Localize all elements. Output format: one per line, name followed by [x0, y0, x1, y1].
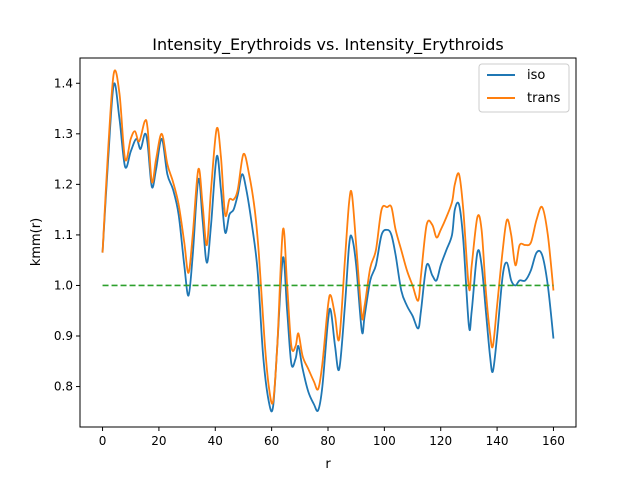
y-tick-label: 1.4	[54, 76, 73, 90]
legend-label-trans: trans	[527, 91, 561, 106]
x-tick-label: 120	[429, 434, 452, 448]
series-line-iso	[101, 82, 555, 413]
x-tick-label: 40	[208, 434, 223, 448]
x-tick-label: 0	[99, 434, 107, 448]
x-tick-label: 140	[486, 434, 509, 448]
legend: iso trans	[478, 63, 570, 113]
y-tick-label: 0.9	[54, 329, 73, 343]
y-axis-label: kmm(r)	[29, 218, 44, 266]
y-tick-label: 1.0	[54, 278, 73, 292]
y-tick-label: 0.8	[54, 380, 73, 394]
y-tick-label: 1.2	[54, 177, 73, 191]
x-tick-label: 160	[542, 434, 565, 448]
x-tick-label: 80	[320, 434, 335, 448]
x-tick-label: 20	[151, 434, 166, 448]
y-tick-label: 1.3	[54, 127, 73, 141]
legend-label-iso: iso	[527, 68, 545, 83]
x-axis-ticks: 0 20 40 60 80 100 120 140 160	[99, 427, 565, 448]
plot-lines	[101, 69, 555, 413]
axes-frame	[79, 57, 577, 428]
y-axis-ticks: 0.8 0.9 1.0 1.1 1.2 1.3 1.4	[54, 76, 80, 394]
x-axis-label: r	[325, 457, 331, 472]
chart-title: Intensity_Erythroids vs. Intensity_Eryth…	[152, 35, 503, 55]
y-tick-label: 1.1	[54, 228, 73, 242]
x-tick-label: 100	[373, 434, 396, 448]
x-tick-label: 60	[264, 434, 279, 448]
series-line-trans	[101, 69, 555, 405]
